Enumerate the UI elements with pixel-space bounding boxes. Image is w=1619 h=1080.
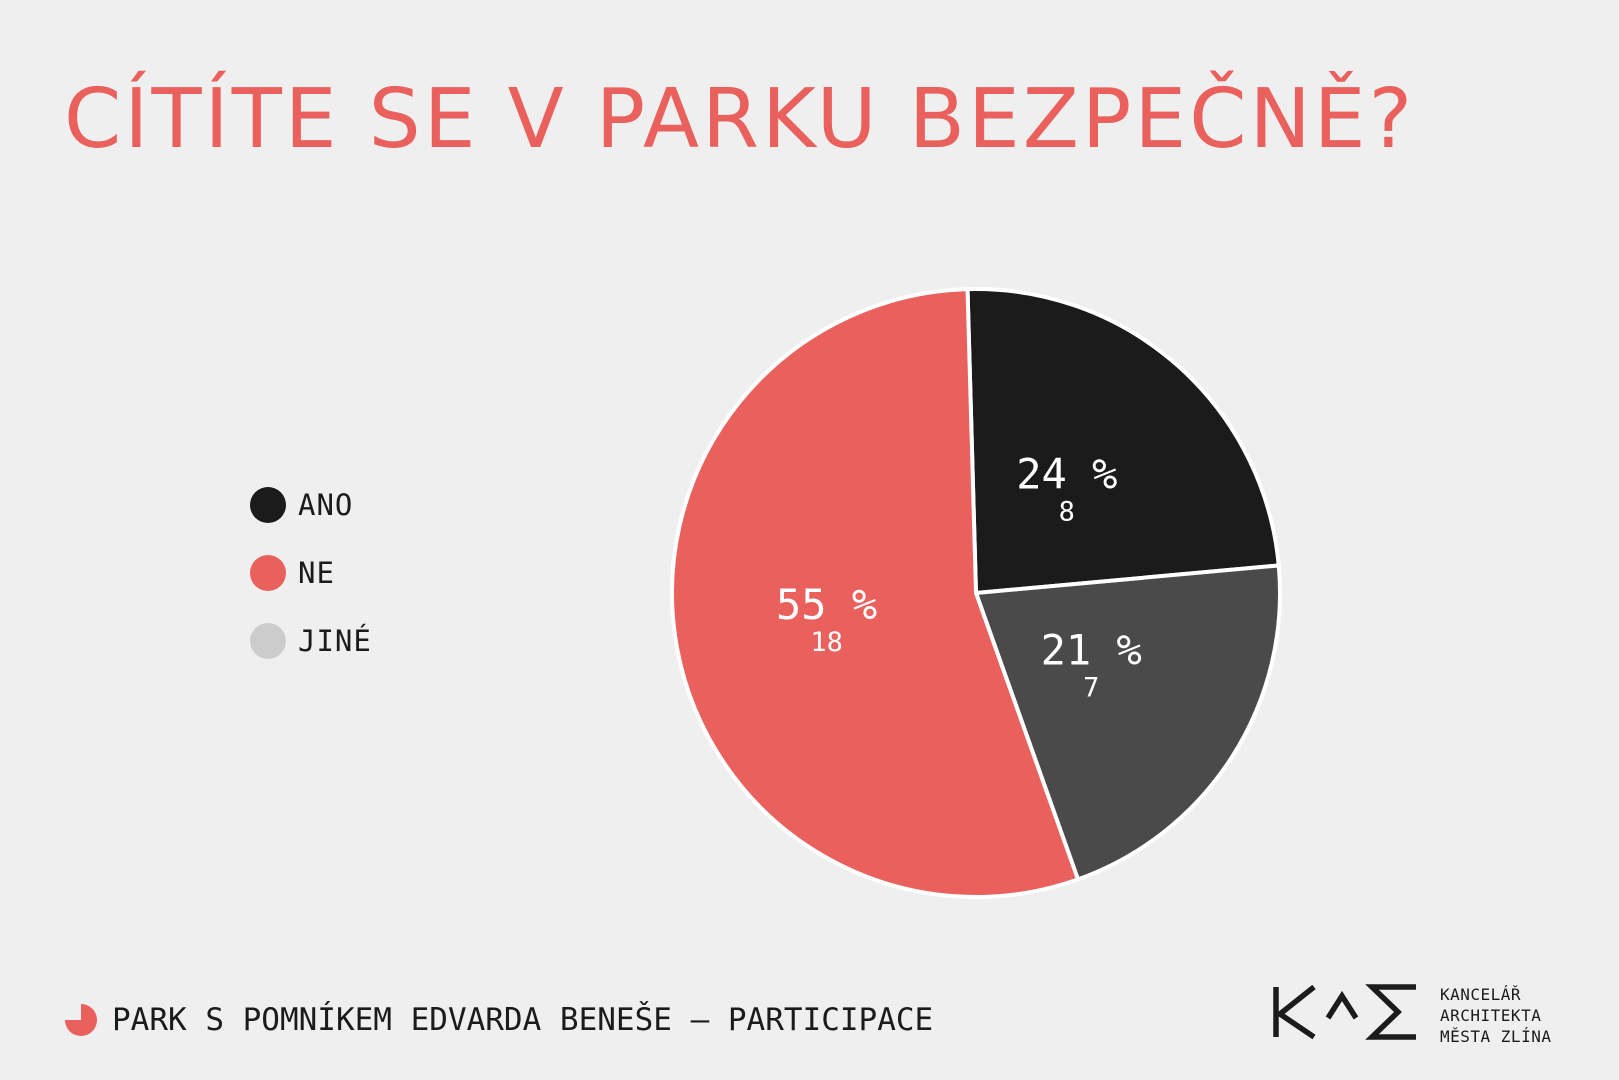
legend-dot-jine — [250, 623, 286, 659]
legend-item-ano: ANO — [250, 487, 372, 523]
logo-text-line-1: KANCELÁŘ — [1440, 985, 1522, 1004]
legend-label-jine: JINÉ — [298, 624, 372, 658]
pie-slice-ano — [965, 287, 1281, 595]
pie-label-percent-ano: 24 % — [1016, 450, 1117, 499]
pie-label-percent-ne: 55 % — [776, 580, 877, 629]
pie-label-count-jin: 7 — [1083, 673, 1099, 704]
pie-label-count-ano: 8 — [1059, 497, 1075, 528]
logo-text-line-2: ARCHITEKTA — [1440, 1006, 1542, 1025]
pie-label-count-ne: 18 — [810, 627, 843, 658]
chart-legend: ANO NE JINÉ — [250, 487, 372, 691]
legend-label-ne: NE — [298, 556, 335, 590]
page-title: CÍTÍTE SE V PARKU BEZPEČNĚ? — [64, 72, 1416, 167]
pie-label-percent-jin: 21 % — [1041, 626, 1142, 675]
legend-dot-ano — [250, 487, 286, 523]
pie-icon — [65, 1004, 97, 1036]
legend-item-ne: NE — [250, 555, 372, 591]
kam-logo: KANCELÁŘ ARCHITEKTA MĚSTA ZLÍNA — [1272, 984, 1551, 1047]
pie-slice-ne — [670, 287, 1080, 899]
legend-dot-ne — [250, 555, 286, 591]
logo-text-line-3: MĚSTA ZLÍNA — [1440, 1027, 1552, 1046]
footer-project-label: PARK S POMNÍKEM EDVARDA BENEŠE – PARTICI… — [112, 1002, 934, 1038]
kam-logo-mark — [1273, 984, 1416, 1040]
legend-label-ano: ANO — [298, 488, 354, 522]
legend-item-jine: JINÉ — [250, 623, 372, 659]
logo-text: KANCELÁŘ ARCHITEKTA MĚSTA ZLÍNA — [1440, 984, 1551, 1047]
footer-project: PARK S POMNÍKEM EDVARDA BENEŠE – PARTICI… — [64, 1002, 933, 1038]
